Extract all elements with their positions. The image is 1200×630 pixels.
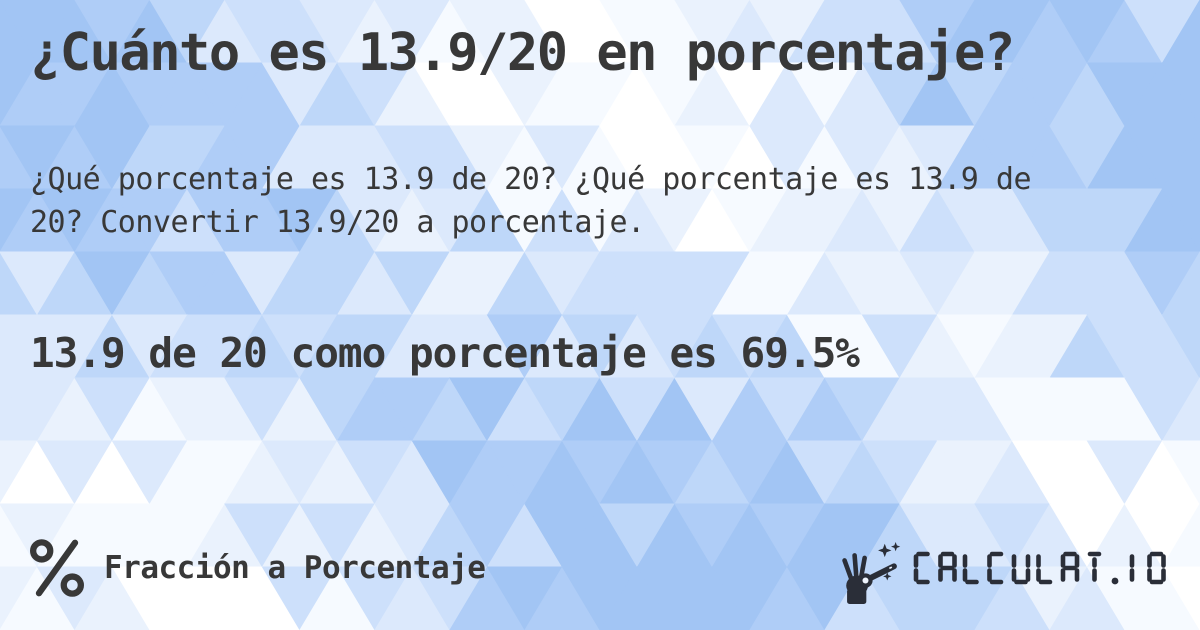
brand-wordmark-segmented-text (913, 551, 1166, 584)
category-group: Fracción a Porcentaje (30, 538, 486, 597)
brand-logo (832, 531, 1170, 604)
question-description: ¿Qué porcentaje es 13.9 de 20? ¿Qué porc… (30, 161, 1032, 241)
category-label: Fracción a Porcentaje (104, 549, 486, 586)
answer-text: 13.9 de 20 como porcentaje es 69.5% (30, 328, 860, 377)
card-footer: Fracción a Porcentaje (30, 531, 1170, 604)
percent-icon (30, 538, 84, 597)
page-title: ¿Cuánto es 13.9/20 en porcentaje? (30, 23, 1015, 83)
magic-wand-hand-icon (842, 542, 901, 604)
sparkle-stars (878, 542, 901, 581)
